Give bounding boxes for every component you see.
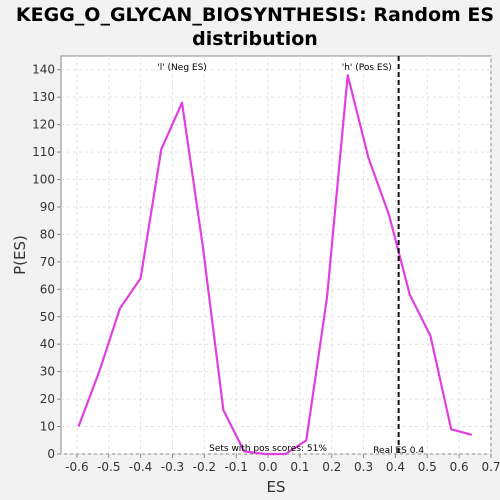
x-tick-label: -0.5 (97, 460, 120, 474)
x-tick-label: -0.1 (224, 460, 247, 474)
axis-ticks: 0 10 20 30 40 50 60 70 80 90 100 110 120 130 140 -0.6 -0… (32, 63, 500, 474)
y-tick-label: 0 (47, 447, 55, 461)
x-axis-label: ES (267, 478, 286, 496)
chart-title-line-2: distribution (192, 28, 318, 50)
x-tick-label: 0.0 (258, 460, 277, 474)
pos-es-label: 'h' (Pos ES) (342, 63, 392, 73)
y-tick-label: 60 (40, 282, 55, 296)
x-tick-label: -0.2 (193, 460, 216, 474)
y-tick-label: 20 (40, 392, 55, 406)
y-tick-label: 70 (40, 255, 55, 269)
x-tick-label: 0.2 (322, 460, 341, 474)
sets-pos-scores-label: Sets with pos scores: 51% (209, 444, 327, 454)
y-tick-label: 140 (32, 63, 55, 77)
es-distribution-line (77, 74, 473, 456)
x-tick-label: 0.1 (290, 460, 309, 474)
x-tick-label: 0.3 (354, 460, 373, 474)
series-layer (77, 74, 473, 456)
x-tick-label: -0.3 (161, 460, 184, 474)
x-tick-label: 0.6 (450, 460, 469, 474)
x-tick-label: -0.6 (65, 460, 88, 474)
chart-title-line-1: KEGG_O_GLYCAN_BIOSYNTHESIS: Random ES (16, 4, 494, 26)
x-tick-label: 0.7 (481, 460, 500, 474)
neg-es-label: 'l' (Neg ES) (157, 63, 207, 73)
y-tick-label: 40 (40, 337, 55, 351)
y-tick-label: 130 (32, 90, 55, 104)
x-tick-label: -0.4 (129, 460, 152, 474)
y-tick-label: 100 (32, 173, 55, 187)
plot-area (60, 55, 492, 455)
y-tick-label: 110 (32, 145, 55, 159)
x-tick-label: 0.4 (386, 460, 405, 474)
y-tick-label: 50 (40, 310, 55, 324)
x-tick-label: 0.5 (418, 460, 437, 474)
y-tick-label: 80 (40, 227, 55, 241)
y-tick-label: 90 (40, 200, 55, 214)
real-es-label: Real ES 0.4 (373, 446, 424, 456)
y-tick-label: 120 (32, 118, 55, 132)
y-axis-label: P(ES) (11, 235, 29, 275)
y-tick-label: 10 (40, 420, 55, 434)
y-tick-label: 30 (40, 365, 55, 379)
